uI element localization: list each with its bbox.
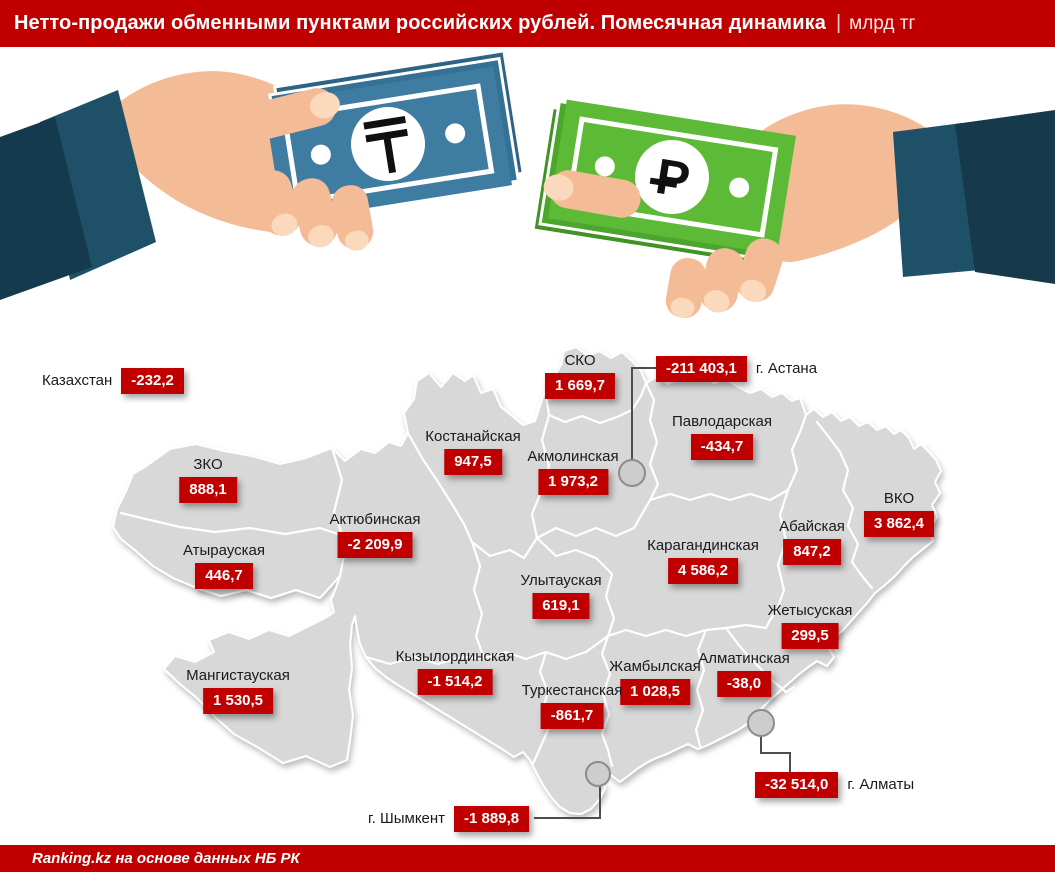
almaty-marker	[747, 709, 775, 737]
left-hand-tenge-illustration	[0, 52, 525, 300]
tenge-symbol-icon	[363, 116, 408, 174]
right-hand-ruble-illustration: Р	[531, 99, 1055, 318]
right-sleeve	[893, 123, 980, 277]
left-fingers	[253, 170, 374, 251]
callout-lines	[534, 367, 791, 819]
title-separator: |	[835, 12, 842, 34]
right-fingers	[665, 238, 784, 318]
data-source-credit: Ranking.kz на основе данных НБ РК	[32, 850, 300, 867]
header-bar: Нетто-продажи обменными пунктами российс…	[0, 0, 1055, 47]
region-borders	[119, 381, 874, 768]
units-label: млрд тг	[849, 12, 916, 34]
money-exchange-illustration: Р	[0, 52, 1055, 318]
left-thumb	[245, 88, 340, 140]
right-thumb	[543, 170, 641, 218]
shymkent-callout-line	[534, 786, 601, 819]
city-markers	[585, 459, 775, 787]
astana-marker	[618, 459, 646, 487]
country-silhouette	[112, 346, 942, 815]
footer-bar: Ranking.kz на основе данных НБ РК	[0, 845, 1055, 872]
left-sleeve-dark	[0, 117, 92, 300]
shymkent-marker	[585, 761, 611, 787]
right-sleeve-dark	[955, 110, 1055, 284]
page-title: Нетто-продажи обменными пунктами российс…	[14, 12, 826, 34]
astana-callout-line	[631, 367, 658, 460]
almaty-callout-line	[760, 736, 791, 772]
